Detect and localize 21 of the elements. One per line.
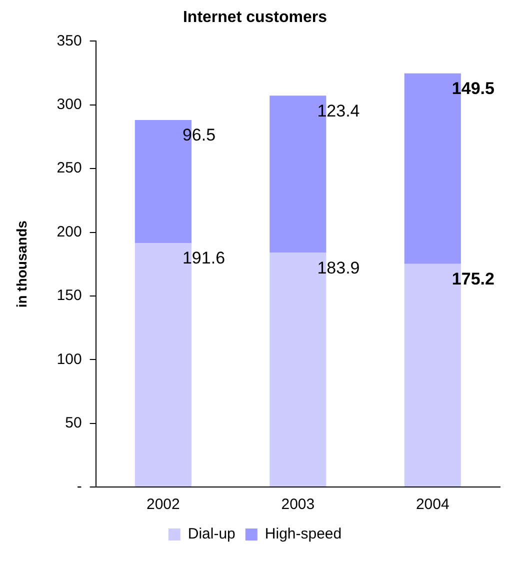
y-tick-label: 50 [65,414,82,432]
x-tick-label: 2003 [281,496,315,514]
data-label: 183.9 [317,258,360,278]
data-label: 191.6 [182,248,226,268]
y-tick-label: 300 [56,96,82,114]
data-label: 123.4 [317,101,360,120]
y-tick-label: 350 [56,32,82,50]
data-label: 149.5 [452,79,494,98]
y-tick-label: 100 [56,350,82,368]
chart-title: Internet customers [182,9,328,26]
legend-label: High-speed [264,526,342,543]
data-label: 175.2 [452,270,494,289]
y-tick-label: 150 [56,287,82,304]
x-tick-label: 2004 [416,496,450,514]
y-tick-label: 250 [56,160,82,177]
y-tick-label: - [76,478,82,496]
y-axis-title: in thousands [13,220,30,308]
legend-label: Dial-up [188,526,236,543]
x-tick-label: 2002 [146,496,180,514]
data-label: 96.5 [182,126,216,145]
y-tick-label: 200 [56,223,82,240]
